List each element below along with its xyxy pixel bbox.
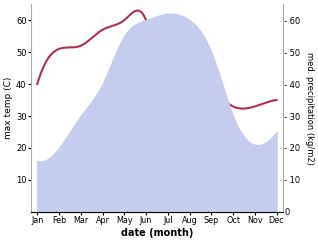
Y-axis label: max temp (C): max temp (C) <box>4 77 13 139</box>
X-axis label: date (month): date (month) <box>121 228 193 238</box>
Y-axis label: med. precipitation (kg/m2): med. precipitation (kg/m2) <box>305 52 314 165</box>
